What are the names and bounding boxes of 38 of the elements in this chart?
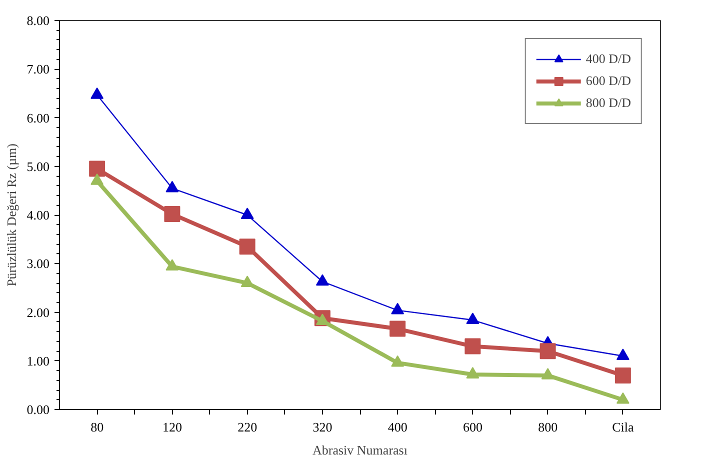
x-tick-label: 400 bbox=[388, 420, 408, 434]
point bbox=[466, 367, 480, 378]
point bbox=[391, 302, 404, 314]
x-tick-label: 80 bbox=[90, 420, 104, 434]
point bbox=[240, 276, 254, 288]
point bbox=[240, 208, 254, 219]
y-tick-label: 3.00 bbox=[26, 256, 50, 272]
legend-label: 600 D/D bbox=[586, 73, 631, 89]
x-tick-label: 220 bbox=[238, 420, 258, 434]
point bbox=[316, 314, 329, 325]
point bbox=[166, 180, 179, 192]
point bbox=[466, 312, 480, 324]
x-tick-label: 120 bbox=[162, 420, 182, 434]
y-tick-label: 6.00 bbox=[26, 110, 50, 126]
point bbox=[614, 367, 631, 384]
point bbox=[616, 348, 630, 360]
y-axis-title: Pürüzlülük Değeri Rz (µm) bbox=[4, 144, 19, 286]
x-tick-label: Cila bbox=[612, 420, 634, 434]
y-tick-label: 7.00 bbox=[26, 62, 50, 77]
point bbox=[616, 392, 630, 404]
x-tick-label: 600 bbox=[462, 420, 482, 434]
y-tick-label: 0.00 bbox=[26, 402, 50, 417]
x-tick-label: 320 bbox=[312, 420, 332, 434]
point bbox=[166, 259, 179, 271]
y-tick-label: 4.00 bbox=[26, 208, 50, 222]
x-tick-label: 800 bbox=[538, 420, 558, 434]
legend-label: 400 D/D bbox=[586, 51, 631, 67]
point bbox=[316, 274, 329, 286]
point bbox=[391, 355, 404, 367]
y-tick-label: 1.00 bbox=[26, 353, 50, 368]
point bbox=[90, 174, 104, 185]
point bbox=[90, 87, 104, 99]
y-tick-label: 8.00 bbox=[26, 13, 50, 28]
point bbox=[541, 368, 554, 380]
x-axis-title: Abrasiv Numarası bbox=[312, 442, 408, 458]
y-tick-label: 5.00 bbox=[26, 158, 50, 174]
legend-label: 800 D/D bbox=[586, 95, 631, 111]
y-tick-label: 2.00 bbox=[26, 304, 50, 320]
